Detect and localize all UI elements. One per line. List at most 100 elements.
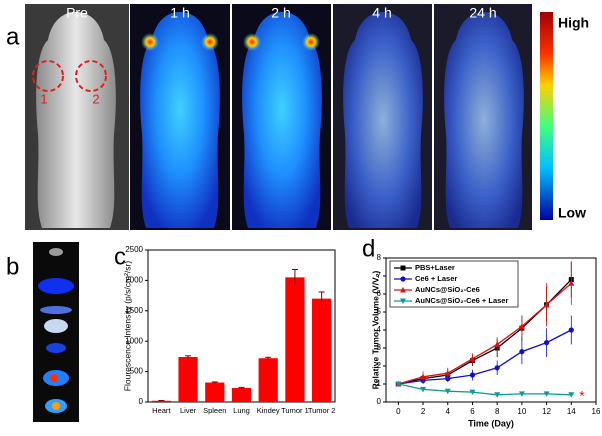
annotation: * <box>579 388 585 404</box>
y-axis-label: Relative Tumor Volume (V/V₀) <box>370 270 380 389</box>
x-tick-label: 12 <box>542 407 551 416</box>
data-point <box>494 341 501 347</box>
panel-label: d <box>362 235 375 262</box>
x-axis-label: Time (Day) <box>468 418 514 428</box>
timepoint-label: 1 h <box>170 5 189 21</box>
data-point <box>568 392 575 398</box>
tumor-circle <box>32 60 64 92</box>
bar <box>205 382 225 402</box>
legend-box <box>389 260 519 308</box>
organ-hotspot <box>52 402 60 410</box>
legend-label: AuNCs@SiO₂-Ce6 + Laser <box>415 296 508 305</box>
x-tick-label: Lung <box>233 406 250 415</box>
y-tick-label: 1 <box>377 379 382 388</box>
tumor-marker: 2 <box>92 91 99 106</box>
y-tick-label: 2000 <box>125 276 143 285</box>
data-point <box>568 327 574 333</box>
x-tick-label: 10 <box>517 407 526 416</box>
colorbar-label: High <box>558 15 589 31</box>
series-line <box>398 383 572 396</box>
data-point <box>420 373 427 380</box>
x-tick-label: 0 <box>396 407 401 416</box>
hotspot <box>141 33 159 51</box>
y-tick-label: 0 <box>377 397 382 406</box>
bar <box>178 357 198 402</box>
data-point <box>469 355 476 362</box>
data-point <box>543 391 550 397</box>
timepoint-label: 4 h <box>372 5 391 21</box>
data-point <box>395 381 402 387</box>
x-tick-label: Tumor 1 <box>281 406 309 415</box>
y-tick-label: 3 <box>377 343 382 352</box>
organ <box>49 248 63 256</box>
imaging-panel: 1 2 Pre 1 h 2 h 4 h 24 h High Low <box>25 4 589 230</box>
legend-label: PBS+Laser <box>415 263 455 272</box>
mouse-image <box>36 12 116 228</box>
organ <box>38 278 74 294</box>
y-tick-label: 7 <box>377 271 382 280</box>
y-tick-label: 1000 <box>125 336 143 345</box>
data-point <box>444 370 451 376</box>
x-tick-label: Liver <box>180 406 197 415</box>
x-tick-label: Kindey <box>257 406 280 415</box>
y-tick-label: 500 <box>130 367 144 376</box>
x-tick-label: Tumor 2 <box>308 406 336 415</box>
data-point <box>420 386 427 393</box>
x-tick-label: 14 <box>567 407 576 416</box>
legend-marker <box>400 287 406 293</box>
data-point <box>518 391 525 397</box>
organ <box>40 306 72 314</box>
panel-label: b <box>6 253 19 280</box>
bar <box>151 400 171 402</box>
legend-marker <box>400 276 406 282</box>
x-tick-label: 4 <box>446 407 451 416</box>
timepoint-label: 2 h <box>271 5 290 21</box>
hotspot <box>243 33 261 51</box>
mouse-image <box>444 12 524 228</box>
legend-label: AuNCs@SiO₂-Ce6 <box>415 285 480 294</box>
data-point <box>494 392 501 398</box>
y-axis-label: Flourescence Intensity (p/s/cm²/sr) <box>122 261 132 392</box>
bar <box>285 277 305 402</box>
data-point <box>518 323 525 329</box>
bar <box>258 358 278 402</box>
y-tick-label: 2 <box>377 361 382 370</box>
x-tick-label: Heart <box>152 406 171 415</box>
tumor-marker: 1 <box>40 91 47 106</box>
hotspot <box>302 33 320 51</box>
timepoint-label: 24 h <box>469 5 496 21</box>
hotspot <box>201 33 219 51</box>
x-tick-label: 2 <box>421 407 426 416</box>
data-point <box>543 340 550 346</box>
data-point <box>469 389 476 396</box>
x-tick-label: 16 <box>592 407 601 416</box>
organ <box>44 319 68 333</box>
panel-label: a <box>6 23 20 50</box>
data-point <box>543 301 550 308</box>
y-tick-label: 4 <box>377 325 382 334</box>
y-tick-label: 1500 <box>125 306 143 315</box>
colorbar-label: Low <box>558 205 586 221</box>
y-tick-label: 2500 <box>125 245 143 254</box>
panel-label: c <box>114 243 126 270</box>
y-tick-label: 6 <box>377 289 382 298</box>
mouse-image <box>343 12 423 228</box>
x-tick-label: Spleen <box>203 406 226 415</box>
data-point <box>494 365 500 371</box>
data-point <box>469 372 476 378</box>
organ-hotspot <box>50 374 58 382</box>
organ-panel <box>33 242 79 422</box>
data-point <box>444 388 451 395</box>
bar <box>312 298 332 402</box>
data-point <box>568 280 575 286</box>
colorbar <box>540 12 553 220</box>
series-line <box>398 282 572 385</box>
data-point <box>519 349 525 355</box>
y-tick-label: 0 <box>139 397 144 406</box>
x-tick-label: 6 <box>470 407 475 416</box>
legend-marker <box>400 298 406 304</box>
legend-marker <box>400 265 406 271</box>
plot-frame <box>147 249 336 403</box>
organ <box>46 343 66 353</box>
